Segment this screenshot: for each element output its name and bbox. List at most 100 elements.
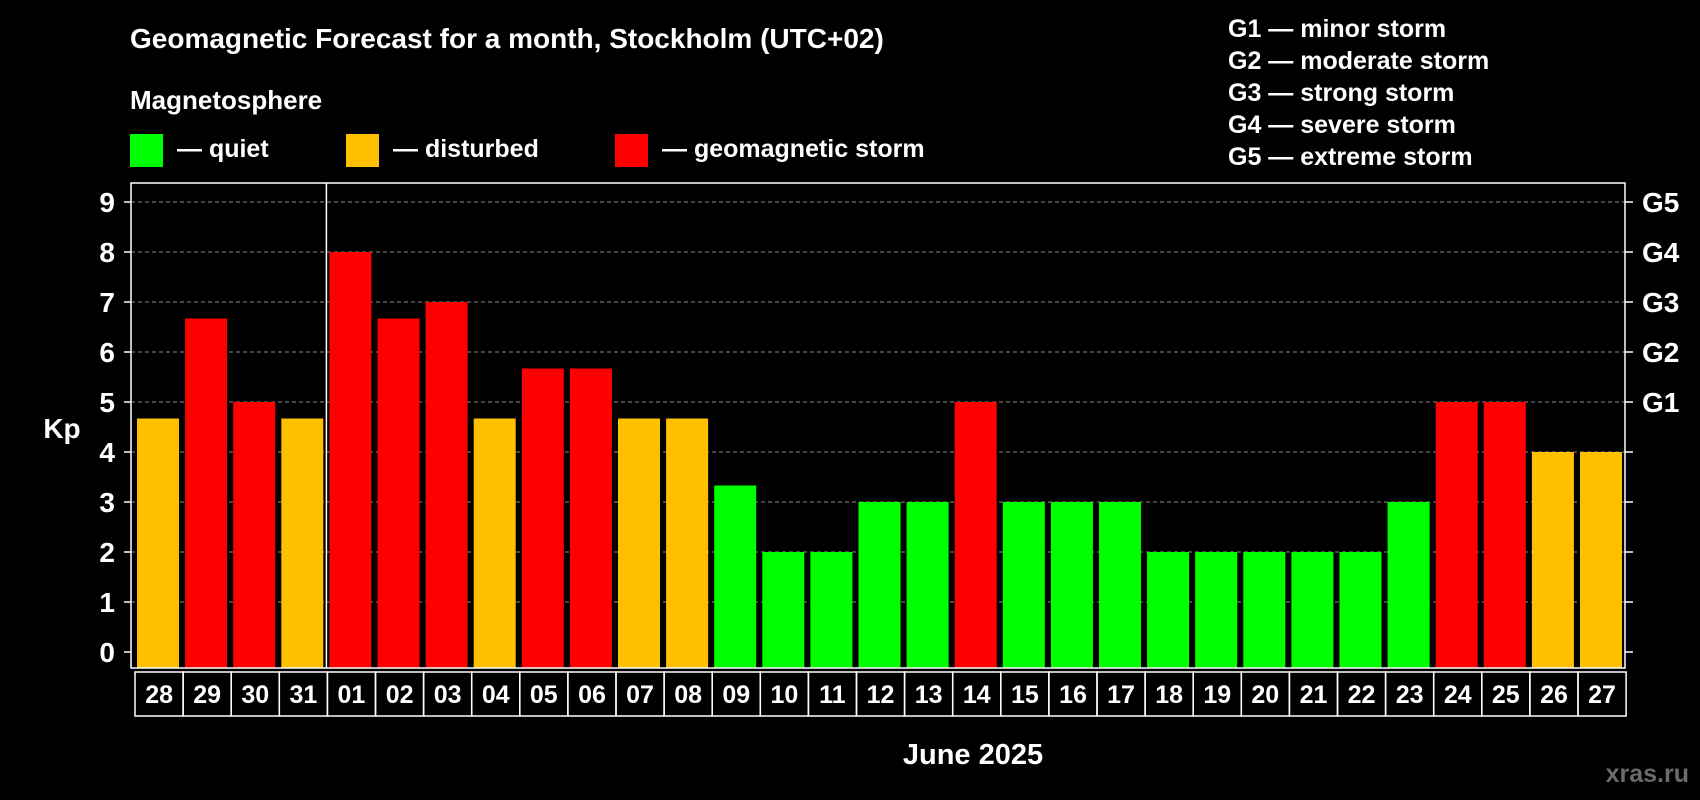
x-tick-label: 13: [915, 681, 943, 709]
bar-06: [569, 368, 612, 668]
bar-17: [1099, 502, 1141, 668]
bar-08: [666, 418, 709, 668]
y-tick-label: 6: [99, 337, 115, 368]
storm-level-list: G1 — minor storm G2 — moderate storm G3 — …: [1228, 15, 1489, 171]
legend-swatch-disturbed: [346, 134, 379, 167]
y-axis: 0 1 2 3 4 5 6 7 8 9: [99, 187, 131, 668]
y-tick-label: 3: [99, 487, 115, 518]
x-tick-label: 08: [674, 681, 702, 709]
x-tick-label: 04: [482, 681, 510, 709]
legend-label-disturbed: — disturbed: [393, 135, 539, 163]
bar-22: [1339, 552, 1382, 668]
x-tick-label: 15: [1011, 681, 1039, 709]
y-axis-label: Kp: [43, 413, 80, 444]
legend: — quiet — disturbed — geomagnetic storm: [130, 134, 925, 167]
x-axis: 28 29 30 31 01 02 03 04 05 06 07 08 09 10 11 12 13 14 15 16…: [134, 671, 1627, 717]
x-tick-label: 28: [145, 681, 173, 709]
right-tick-label-G2: G2: [1642, 337, 1679, 368]
chart-title: Geomagnetic Forecast for a month, Stockh…: [130, 23, 884, 54]
x-tick-label: 16: [1059, 681, 1087, 709]
x-category-box: [1577, 671, 1627, 717]
x-tick-label: 23: [1396, 681, 1424, 709]
y-tick-label: 4: [99, 437, 115, 468]
x-tick-label: 02: [386, 681, 414, 709]
x-tick-label: 31: [289, 681, 317, 709]
x-tick-label: 10: [770, 681, 798, 709]
x-tick-label: 01: [337, 681, 365, 709]
y-tick-label: 5: [99, 387, 115, 418]
bar-11: [810, 552, 853, 668]
bar-09: [714, 485, 757, 668]
right-tick-label-G1: G1: [1642, 387, 1679, 418]
watermark: xras.ru: [1606, 760, 1689, 788]
x-tick-label: 03: [434, 681, 462, 709]
bar-18: [1147, 552, 1190, 668]
bar-04: [473, 418, 516, 668]
x-tick-label: 19: [1203, 681, 1231, 709]
y-tick-label: 8: [99, 237, 115, 268]
x-tick-label: 06: [578, 681, 606, 709]
x-tick-label: 29: [193, 681, 221, 709]
bar-26: [1531, 452, 1574, 668]
bar-19: [1195, 552, 1238, 668]
y-tick-label: 9: [99, 187, 115, 218]
storm-axis: G1 G2 G3 G4 G5: [1625, 187, 1680, 653]
x-tick-label: 21: [1300, 681, 1328, 709]
y-tick-label: 7: [99, 287, 115, 318]
x-tick-label: 25: [1492, 681, 1520, 709]
bar-05: [521, 368, 564, 668]
x-tick-label: 11: [819, 681, 846, 709]
storm-level-3: G3 — strong storm: [1228, 79, 1454, 107]
x-tick-label: 30: [241, 681, 269, 709]
bar-25: [1483, 402, 1526, 668]
right-tick-label-G4: G4: [1642, 237, 1680, 268]
bar-10: [762, 552, 805, 668]
bar-14: [954, 402, 997, 668]
right-tick-label-G3: G3: [1642, 287, 1679, 318]
bar-02: [377, 318, 420, 668]
bar-20: [1243, 552, 1286, 668]
bar-16: [1050, 502, 1093, 668]
x-axis-label: June 2025: [903, 739, 1043, 771]
x-tick-label: 12: [867, 681, 895, 709]
bar-24: [1435, 402, 1478, 668]
y-tick-label: 0: [99, 637, 115, 668]
legend-label-quiet: — quiet: [177, 135, 269, 163]
bar-21: [1291, 552, 1334, 668]
legend-title: Magnetosphere: [130, 85, 322, 115]
x-tick-label: 05: [530, 681, 558, 709]
bar-03: [425, 302, 468, 668]
x-tick-label: 20: [1251, 681, 1279, 709]
x-tick-label: 26: [1540, 681, 1568, 709]
x-tick-label: 17: [1107, 681, 1135, 709]
y-tick-label: 1: [99, 587, 115, 618]
x-tick-label: 27: [1588, 681, 1616, 709]
legend-swatch-quiet: [130, 134, 163, 167]
bar-15: [1002, 502, 1045, 668]
bar-29: [185, 318, 228, 668]
legend-swatch-storm: [615, 134, 648, 167]
bar-23: [1387, 502, 1430, 668]
x-tick-label: 18: [1155, 681, 1183, 709]
bar-31: [281, 418, 324, 668]
bar-01: [329, 252, 372, 668]
storm-level-4: G4 — severe storm: [1228, 111, 1456, 139]
storm-level-1: G1 — minor storm: [1228, 15, 1446, 43]
right-tick-label-G5: G5: [1642, 187, 1679, 218]
bar-13: [906, 502, 949, 668]
x-tick-label: 24: [1444, 681, 1472, 709]
bar-12: [858, 502, 901, 668]
storm-level-2: G2 — moderate storm: [1228, 47, 1489, 75]
x-tick-label: 07: [626, 681, 654, 709]
bar-27: [1580, 452, 1622, 668]
bar-30: [233, 402, 276, 668]
plot-frame: [130, 182, 1626, 669]
x-tick-label: 09: [722, 681, 750, 709]
storm-level-5: G5 — extreme storm: [1228, 143, 1473, 171]
y-tick-label: 2: [99, 537, 115, 568]
bar-07: [618, 418, 660, 668]
bar-28: [137, 418, 179, 668]
legend-label-storm: — geomagnetic storm: [662, 135, 925, 163]
x-tick-label: 22: [1348, 681, 1376, 709]
